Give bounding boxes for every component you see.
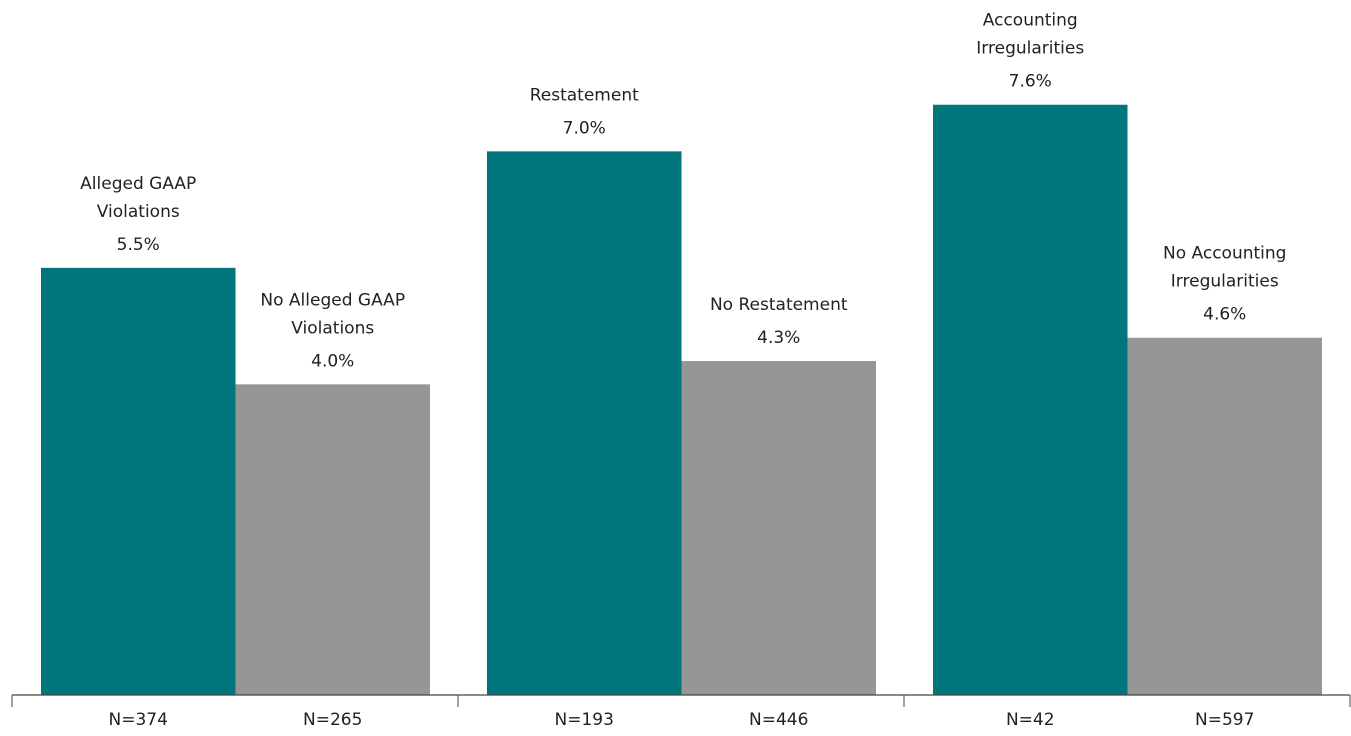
value-label: 7.0%	[563, 118, 606, 138]
value-label: 4.6%	[1203, 305, 1246, 325]
bar	[1127, 337, 1322, 695]
bar-name: No Restatement	[710, 295, 848, 315]
value-label: 4.3%	[757, 328, 800, 348]
bar-name: Irregularities	[976, 39, 1084, 59]
bar-name: Alleged GAAP	[80, 174, 196, 194]
x-tick-label: N=265	[303, 710, 362, 730]
x-tick-label: N=597	[1195, 710, 1254, 730]
bar-name: Restatement	[530, 85, 639, 105]
bar	[933, 104, 1128, 695]
bar-name: No Alleged GAAP	[260, 290, 405, 310]
bar	[235, 384, 430, 695]
bar-name: Violations	[97, 202, 180, 222]
bar-name: No Accounting	[1163, 244, 1286, 264]
bar-name: Violations	[291, 318, 374, 338]
x-tick-label: N=446	[749, 710, 808, 730]
value-label: 4.0%	[311, 351, 354, 371]
x-tick-label: N=42	[1006, 710, 1055, 730]
value-label: 7.6%	[1009, 72, 1052, 92]
value-label: 5.5%	[117, 235, 160, 255]
bar	[41, 267, 236, 695]
bar-name: Irregularities	[1171, 272, 1279, 292]
bar	[681, 361, 876, 695]
bar-name: Accounting	[983, 11, 1078, 31]
x-tick-label: N=193	[555, 710, 614, 730]
bar	[487, 151, 682, 696]
x-tick-label: N=374	[109, 710, 168, 730]
